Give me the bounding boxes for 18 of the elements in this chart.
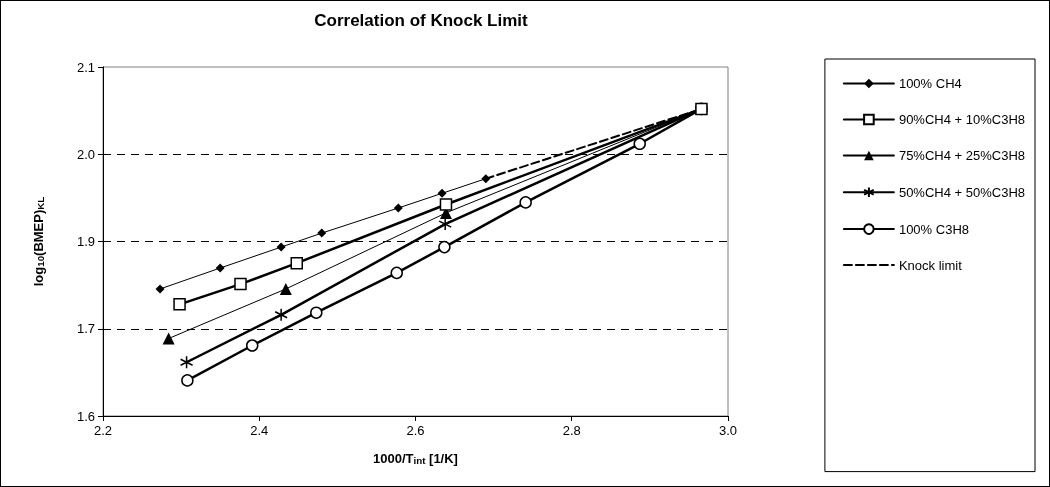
- legend-label: 100% C3H8: [898, 221, 970, 237]
- x-tick-label: 2.8: [562, 423, 581, 438]
- x-axis-title: 1000/Tint [1/K]: [373, 451, 458, 466]
- y-tick-label: 2.1: [76, 59, 95, 75]
- legend-label: Knock limit: [898, 257, 963, 273]
- x-tick-label: 2.4: [250, 423, 269, 438]
- legend-label: 75%CH4 + 25%C3H8: [898, 148, 1026, 163]
- y-tick-label: 1.9: [76, 234, 95, 249]
- x-tick-label: 2.2: [93, 423, 113, 438]
- y-tick-label: 1.6: [76, 408, 95, 424]
- chart-title: Correlation of Knock Limit: [314, 11, 529, 30]
- x-tick-label: 2.6: [406, 423, 425, 438]
- legend-label: 90%CH4 + 10%C3H8: [898, 112, 1026, 127]
- y-tick-label: 1.7: [76, 321, 95, 337]
- legend-label: 100% CH4: [898, 76, 962, 91]
- legend-label: 50%CH4 + 50%C3H8: [898, 184, 1026, 200]
- y-tick-label: 2.0: [76, 146, 95, 162]
- x-tick-label: 3.0: [718, 423, 738, 438]
